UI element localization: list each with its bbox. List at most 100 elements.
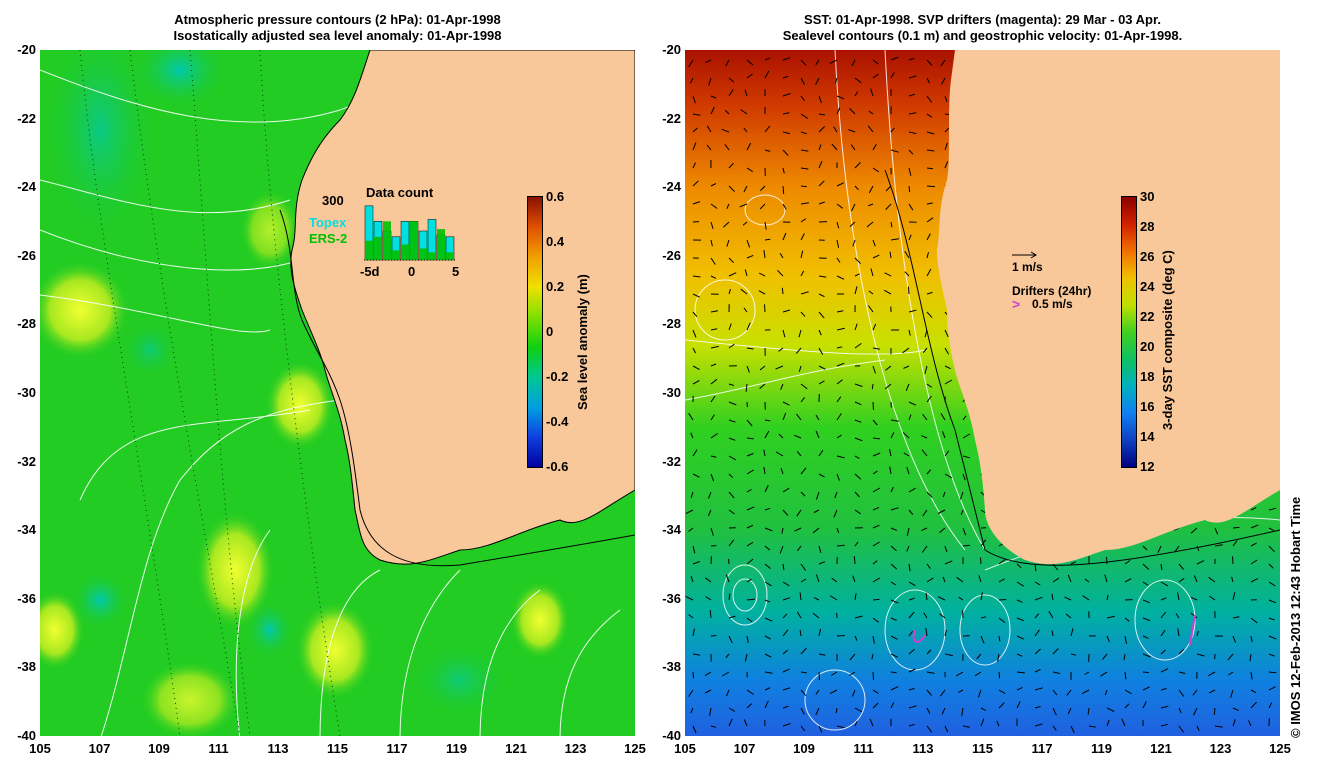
- velocity-arrow: [764, 671, 773, 674]
- inset-bar-ers2: [383, 221, 391, 260]
- velocity-arrow: [926, 671, 935, 674]
- velocity-arrow: [800, 167, 809, 170]
- velocity-arrow: [890, 635, 898, 640]
- velocity-arrow: [728, 401, 737, 406]
- velocity-arrow: [1070, 628, 1074, 637]
- velocity-arrow: [1016, 701, 1021, 709]
- velocity-arrow: [688, 527, 694, 532]
- velocity-arrow: [836, 221, 840, 229]
- velocity-arrow: [746, 469, 754, 475]
- velocity-arrow: [782, 112, 790, 115]
- velocity-arrow: [908, 203, 914, 211]
- velocity-arrow: [1124, 559, 1131, 565]
- y-tick-label: -26: [662, 247, 681, 263]
- velocity-arrow: [759, 203, 766, 210]
- velocity-arrow: [1227, 653, 1234, 661]
- velocity-arrow: [1034, 668, 1041, 673]
- velocity-arrow: [813, 509, 820, 513]
- velocity-arrow: [872, 617, 879, 623]
- velocity-arrow: [692, 473, 700, 478]
- velocity-arrow: [1250, 507, 1257, 511]
- velocity-arrow: [760, 185, 766, 191]
- velocity-arrow: [903, 452, 910, 457]
- velocity-arrow: [778, 347, 784, 352]
- velocity-arrow: [890, 563, 898, 570]
- velocity-arrow: [782, 649, 788, 655]
- velocity-arrow: [872, 59, 879, 65]
- velocity-arrow: [925, 628, 928, 637]
- velocity-arrow: [944, 347, 950, 355]
- velocity-arrow: [800, 131, 807, 135]
- velocity-arrow: [818, 725, 823, 733]
- velocity-arrow: [1190, 596, 1198, 601]
- velocity-arrow: [962, 455, 970, 459]
- inset-bar-ers2: [446, 252, 454, 260]
- right-title-line2: Sealevel contours (0.1 m) and geostrophi…: [782, 28, 1183, 43]
- velocity-arrow: [836, 396, 842, 403]
- velocity-arrow: [728, 635, 733, 644]
- velocity-arrow: [710, 221, 714, 230]
- velocity-arrow: [685, 596, 694, 601]
- velocity-arrow: [908, 401, 917, 406]
- velocity-arrow: [813, 597, 820, 601]
- velocity-arrow: [835, 77, 838, 84]
- velocity-arrow: [812, 612, 820, 619]
- velocity-arrow: [1232, 719, 1236, 727]
- velocity-arrow: [836, 310, 844, 313]
- velocity-arrow: [692, 671, 694, 679]
- inset-bar-ers2: [392, 250, 400, 260]
- velocity-arrow: [815, 574, 820, 583]
- colorbar-tick-label: 14: [1140, 429, 1155, 444]
- velocity-arrow: [692, 275, 701, 278]
- colorbar-tick-label: -0.6: [546, 459, 569, 474]
- velocity-arrow: [800, 647, 807, 655]
- velocity-arrow: [710, 239, 713, 247]
- velocity-arrow: [692, 113, 701, 116]
- velocity-arrow: [1106, 635, 1110, 643]
- velocity-arrow: [746, 322, 751, 331]
- velocity-arrow: [818, 311, 825, 319]
- velocity-arrow: [854, 541, 859, 547]
- velocity-arrow: [854, 91, 859, 97]
- velocity-scale-arrow: [1012, 251, 1037, 259]
- velocity-arrow: [1232, 556, 1234, 565]
- velocity-arrow: [908, 581, 916, 587]
- velocity-arrow: [728, 89, 734, 97]
- velocity-arrow: [706, 125, 712, 133]
- velocity-arrow: [1084, 671, 1090, 675]
- velocity-arrow: [1160, 629, 1166, 637]
- velocity-arrow: [1250, 578, 1259, 583]
- velocity-arrow: [959, 491, 964, 500]
- velocity-arrow: [885, 203, 892, 210]
- velocity-arrow: [926, 689, 932, 696]
- y-tick-label: -40: [17, 728, 36, 743]
- velocity-arrow: [980, 592, 983, 601]
- velocity-arrow: [872, 401, 874, 410]
- velocity-arrow: [852, 575, 856, 583]
- velocity-arrow: [1208, 576, 1216, 583]
- velocity-arrow: [908, 723, 915, 727]
- velocity-arrow: [764, 238, 771, 241]
- velocity-arrow: [709, 707, 712, 716]
- velocity-arrow: [908, 309, 917, 313]
- velocity-arrow: [705, 596, 712, 601]
- velocity-arrow: [1142, 563, 1150, 570]
- velocity-arrow: [746, 489, 752, 493]
- velocity-arrow: [849, 108, 856, 115]
- velocity-arrow: [1052, 725, 1057, 731]
- velocity-arrow: [743, 719, 748, 727]
- velocity-arrow: [871, 653, 874, 660]
- velocity-arrow: [908, 630, 913, 637]
- velocity-arrow: [921, 449, 928, 457]
- velocity-arrow: [692, 365, 700, 371]
- velocity-arrow: [921, 545, 928, 553]
- velocity-arrow: [692, 162, 696, 169]
- velocity-arrow: [1052, 648, 1059, 655]
- right-title-line1: SST: 01-Apr-1998. SVP drifters (magenta)…: [804, 12, 1161, 27]
- velocity-arrow: [688, 689, 694, 697]
- velocity-arrow: [944, 161, 949, 169]
- velocity-arrow: [998, 635, 1001, 642]
- x-tick-label: 111: [853, 741, 874, 756]
- velocity-arrow: [692, 142, 697, 151]
- velocity-arrow: [937, 596, 946, 601]
